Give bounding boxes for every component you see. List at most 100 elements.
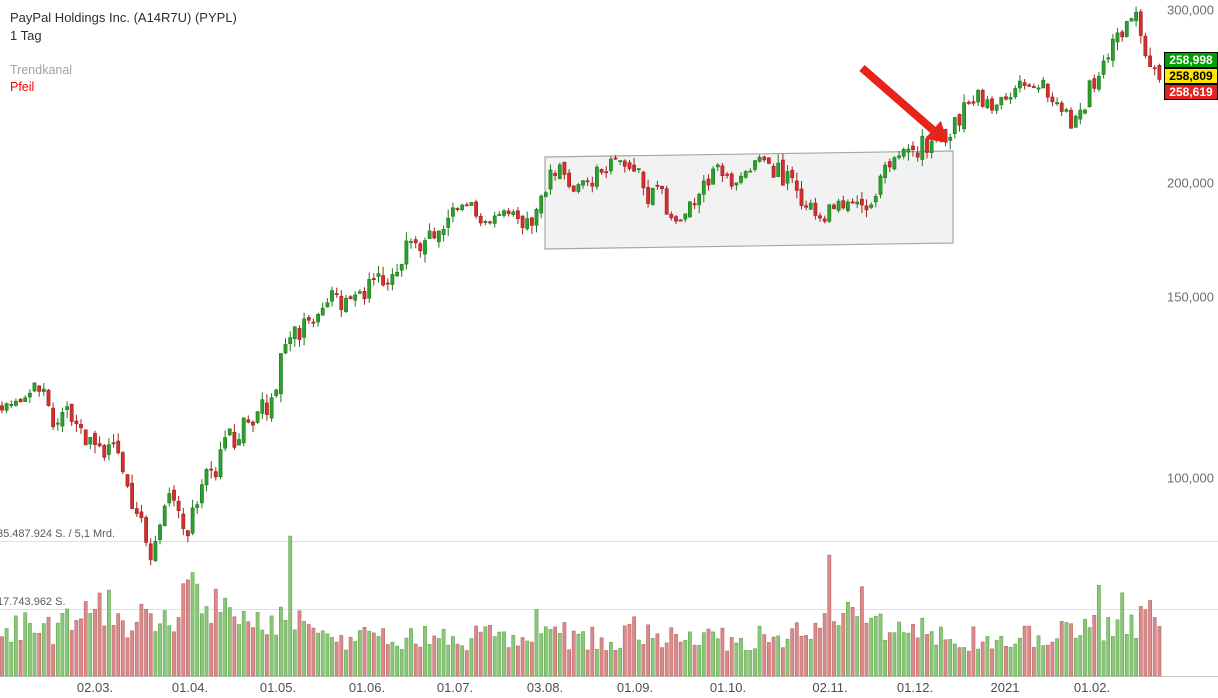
volume-bar	[41, 623, 46, 677]
candle	[906, 148, 911, 153]
candle	[306, 317, 311, 321]
volume-bar	[469, 638, 474, 677]
volume-bar	[929, 631, 934, 677]
candle	[757, 156, 762, 162]
candle	[1129, 18, 1134, 22]
volume-bar	[994, 639, 999, 677]
candle	[567, 172, 572, 187]
volume-bar	[348, 636, 353, 677]
volume-bar	[636, 639, 641, 677]
volume-bar	[1032, 647, 1036, 677]
volume-bar	[79, 618, 83, 677]
legend-item-pfeil[interactable]: Pfeil	[10, 80, 35, 94]
volume-bar	[1092, 614, 1097, 677]
volume-bar	[74, 620, 79, 677]
volume-bar	[873, 615, 878, 677]
volume-bar	[618, 647, 623, 677]
volume-bar	[306, 624, 311, 677]
volume-bar	[660, 647, 664, 677]
volume-bar	[139, 603, 144, 677]
candle	[376, 273, 381, 277]
candle	[534, 208, 539, 226]
volume-bar	[274, 634, 279, 677]
candle	[548, 169, 553, 190]
x-axis-label: 01.05.	[259, 680, 297, 695]
volume-bar	[223, 597, 228, 677]
volume-bar	[357, 630, 362, 677]
candle	[353, 294, 358, 301]
volume-bar	[88, 613, 93, 677]
volume-bar	[344, 649, 348, 677]
volume-bar	[701, 632, 706, 677]
candle	[1083, 109, 1087, 114]
volume-bar	[790, 628, 795, 677]
candle	[88, 436, 93, 445]
trend-channel-annotation[interactable]	[544, 150, 954, 250]
candle	[780, 159, 785, 186]
legend-item-trendkanal[interactable]: Trendkanal	[10, 63, 73, 77]
candle	[627, 162, 632, 169]
candle	[497, 214, 502, 216]
candle	[743, 171, 748, 178]
volume-bar	[990, 648, 994, 677]
volume-bar	[367, 630, 372, 677]
volume-bar	[330, 637, 334, 677]
volume-bar	[460, 645, 465, 677]
candle	[302, 318, 307, 338]
candle	[562, 161, 567, 175]
volume-bar	[478, 631, 483, 677]
volume-bar	[739, 637, 743, 677]
volume-bar	[785, 638, 790, 677]
candle	[288, 337, 293, 345]
candle	[1124, 21, 1129, 37]
candle	[660, 185, 664, 189]
volume-bar	[869, 617, 874, 677]
candle	[822, 218, 827, 222]
candle	[232, 431, 237, 448]
candle	[948, 136, 953, 141]
candle	[925, 138, 929, 153]
candle	[41, 388, 46, 392]
y-axis-label: 100,000	[1167, 470, 1214, 486]
volume-bar	[1008, 646, 1013, 677]
candle	[646, 187, 651, 204]
volume-bar	[1129, 614, 1134, 677]
x-axis-label: 03.08.	[526, 680, 564, 695]
candle	[255, 411, 260, 423]
volume-bar	[232, 616, 237, 677]
candle	[432, 231, 437, 239]
arrow-annotation-head[interactable]	[925, 120, 948, 143]
volume-bar	[553, 626, 558, 677]
volume-bar	[674, 633, 678, 677]
candle	[976, 90, 981, 103]
candle	[650, 187, 655, 206]
candle	[594, 166, 599, 187]
volume-bar	[381, 628, 386, 677]
volume-bar	[432, 635, 437, 677]
candle	[139, 511, 144, 519]
volume-bar	[562, 622, 567, 677]
candle	[1036, 87, 1041, 90]
candle	[9, 403, 14, 406]
volume-bar	[1152, 617, 1157, 677]
candle	[529, 217, 534, 226]
arrow-annotation-shaft[interactable]	[859, 64, 936, 133]
candle	[413, 239, 418, 244]
candle	[260, 399, 265, 414]
volume-bar	[594, 648, 599, 677]
candle	[195, 504, 200, 508]
candle	[418, 243, 423, 252]
volume-bar	[976, 648, 981, 677]
candle	[367, 279, 372, 299]
volume-bar	[1017, 637, 1022, 677]
volume-bar	[576, 633, 581, 677]
candle	[79, 424, 83, 429]
candle	[1073, 115, 1078, 128]
candle	[446, 217, 451, 228]
candle	[153, 540, 158, 561]
volume-bar	[292, 629, 297, 677]
candle	[390, 274, 395, 285]
volume-bar	[450, 636, 455, 677]
volume-bar	[548, 629, 553, 677]
